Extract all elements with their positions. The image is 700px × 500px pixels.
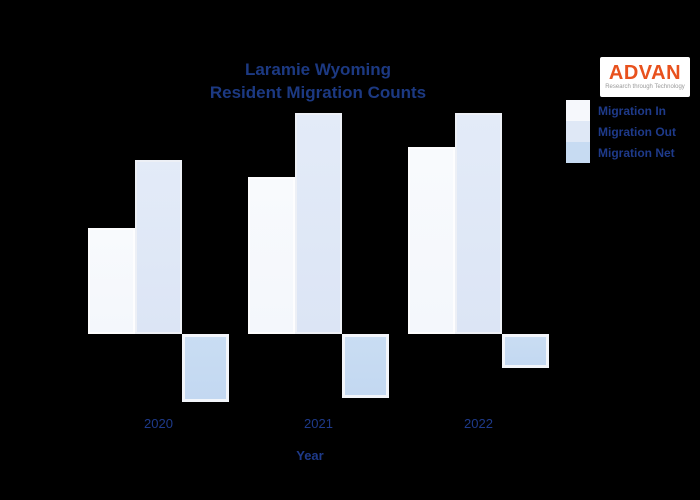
advan-logo-tagline: Research through Technology (605, 84, 685, 90)
x-axis-title: Year (296, 448, 324, 463)
legend-item-migration-out: Migration Out (566, 121, 676, 142)
legend-label-3: Migration Net (598, 145, 675, 160)
advan-logo-text: ADVAN (608, 62, 682, 84)
legend-item-migration-in: Migration In (566, 100, 676, 121)
bar-migration-net-2022 (502, 334, 549, 368)
bar-migration-out-2022 (455, 113, 502, 334)
chart-title-line2: Resident Migration Counts (209, 83, 427, 102)
legend-swatch-2 (566, 121, 590, 142)
legend-swatch-3 (566, 142, 590, 163)
legend-label-1: Migration In (598, 103, 666, 118)
bar-migration-out-2021 (295, 113, 342, 334)
x-tick-label-2021: 2021 (304, 416, 333, 431)
chart-title-line1: Laramie Wyoming (244, 60, 392, 79)
bar-migration-net-2021 (342, 334, 389, 398)
legend-swatch-1 (566, 100, 590, 121)
bar-migration-in-2022 (408, 147, 455, 334)
bar-migration-out-2020 (135, 160, 182, 334)
bar-migration-in-2021 (248, 177, 295, 334)
legend-label-2: Migration Out (598, 124, 676, 139)
x-tick-label-2020: 2020 (144, 416, 173, 431)
legend-item-migration-net: Migration Net (566, 142, 676, 163)
bar-migration-in-2020 (88, 228, 135, 334)
chart-legend: Migration In Migration Out Migration Net (566, 100, 676, 163)
bar-migration-net-2020 (182, 334, 229, 402)
chart-title: Laramie Wyoming Resident Migration Count… (68, 58, 568, 104)
x-tick-label-2022: 2022 (464, 416, 493, 431)
advan-logo: ADVAN Research through Technology (600, 57, 690, 97)
